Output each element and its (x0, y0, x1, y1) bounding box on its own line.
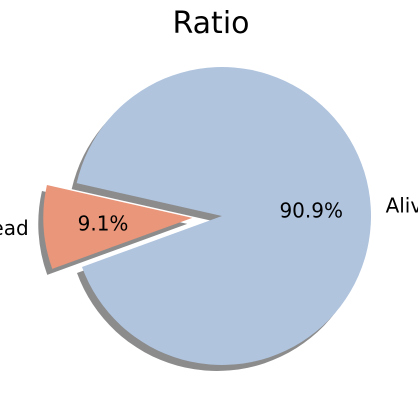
slice-labels: Alive 90.9% Dead 9.1% (0, 194, 418, 241)
slice-label-alive: Alive (386, 194, 418, 218)
slice-label-dead: Dead (0, 216, 29, 240)
slices (43, 66, 371, 366)
slice-pct-dead: 9.1% (78, 212, 129, 236)
pie-slice-dead (43, 184, 193, 269)
chart-title: Ratio (172, 6, 249, 41)
pie-slice-alive (76, 66, 371, 366)
slice-pct-alive: 90.9% (279, 198, 343, 222)
